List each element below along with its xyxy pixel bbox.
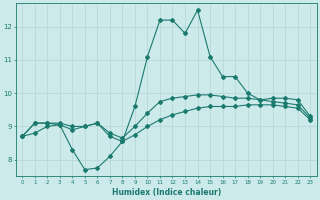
X-axis label: Humidex (Indice chaleur): Humidex (Indice chaleur): [112, 188, 221, 197]
